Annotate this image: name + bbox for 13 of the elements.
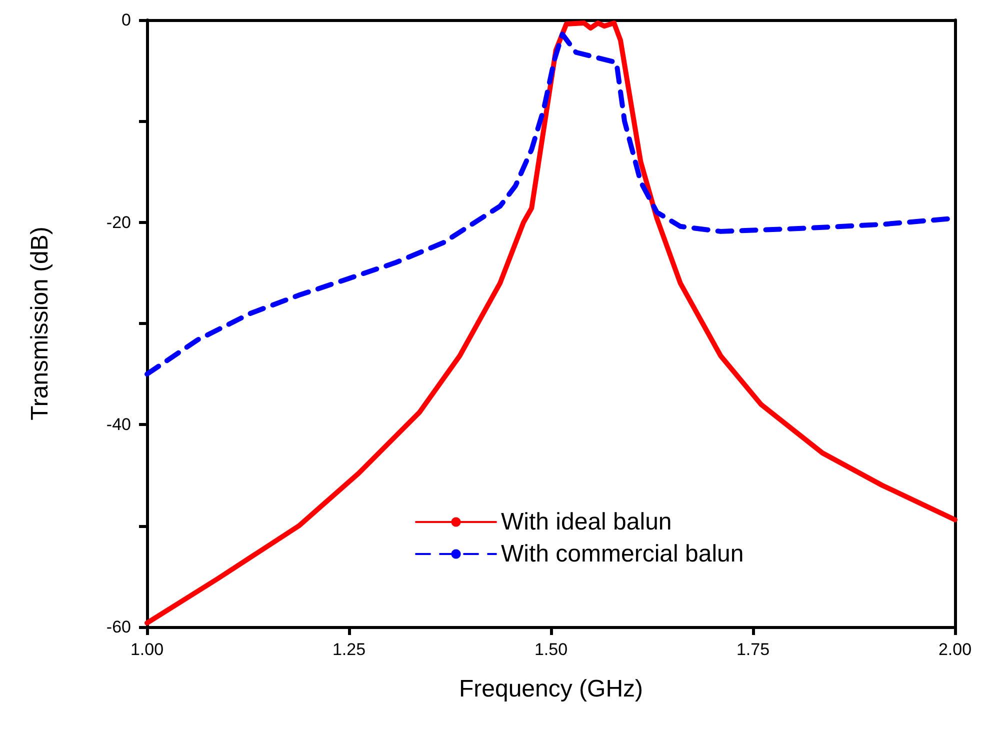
y-axis-title: Transmission (dB): [26, 226, 54, 420]
y-tick-label: -60: [106, 618, 131, 636]
x-tick-label: 2.00: [938, 640, 972, 659]
x-tick-label: 1.75: [736, 640, 770, 659]
legend-label: With ideal balun: [501, 508, 672, 536]
x-tick-label: 1.00: [130, 640, 164, 659]
y-tick-label: -40: [106, 415, 131, 434]
y-tick-label: 0: [122, 10, 131, 30]
legend-label: With commercial balun: [501, 540, 744, 568]
x-axis-title: Frequency (GHz): [458, 676, 644, 702]
x-tick-label: 1.50: [534, 640, 568, 659]
x-tick-label: 1.25: [332, 640, 366, 659]
y-tick-label: -20: [106, 212, 131, 232]
